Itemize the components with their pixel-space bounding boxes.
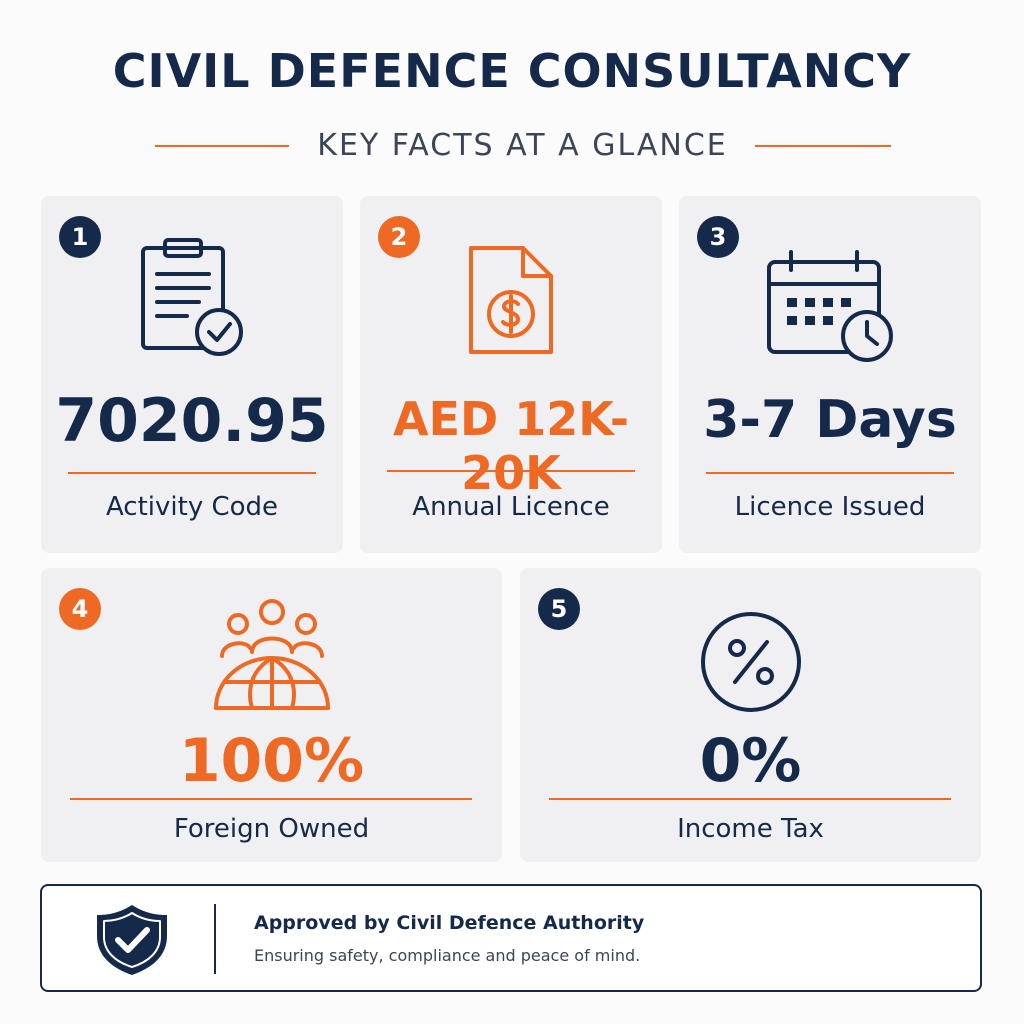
fact-card-foreign-owned: 4 100% Foreign Owned — [41, 568, 502, 862]
shield-check-icon — [92, 902, 172, 983]
footer-text: Ensuring safety, compliance and peace of… — [254, 946, 641, 965]
fact-value: 3-7 Days — [703, 390, 957, 450]
footer-divider — [214, 904, 216, 974]
footer-heading: Approved by Civil Defence Authority — [254, 912, 645, 934]
fact-number-badge: 5 — [538, 588, 580, 630]
fact-label: Income Tax — [677, 814, 824, 844]
fact-value: 7020.95 — [55, 386, 329, 456]
fact-card-annual-licence: 2 AED 12K-20K Annual Licence — [360, 196, 662, 553]
fact-number-badge: 1 — [59, 216, 101, 258]
fact-divider — [68, 472, 316, 474]
fact-value: 100% — [178, 726, 365, 796]
fact-divider — [549, 798, 951, 800]
fact-divider — [70, 798, 472, 800]
fact-card-income-tax: 5 0% Income Tax — [520, 568, 981, 862]
fact-number-badge: 3 — [697, 216, 739, 258]
fact-number-badge: 4 — [59, 588, 101, 630]
fact-label: Activity Code — [105, 492, 279, 522]
approval-banner: Approved by Civil Defence Authority Ensu… — [40, 884, 982, 992]
subtitle-row: KEY FACTS AT A GLANCE — [0, 126, 1024, 166]
page-title: CIVIL DEFENCE CONSULTANCY — [112, 44, 912, 98]
percent-circle-icon — [699, 610, 803, 719]
fact-number-badge: 2 — [378, 216, 420, 258]
fact-label: Licence Issued — [734, 492, 926, 522]
subtitle-divider-left — [155, 145, 289, 147]
calendar-clock-icon — [765, 248, 895, 371]
fact-label: Annual Licence — [412, 492, 610, 522]
fact-value: 0% — [699, 726, 802, 796]
fact-card-licence-issued: 3 3-7 Days Licence Issued — [679, 196, 981, 553]
document-dollar-icon — [463, 244, 559, 361]
fact-label: Foreign Owned — [173, 814, 370, 844]
page-subtitle: KEY FACTS AT A GLANCE — [317, 128, 728, 163]
people-globe-icon — [212, 598, 332, 715]
fact-divider — [387, 470, 635, 472]
fact-card-activity-code: 1 7020.95 Activity Code — [41, 196, 343, 553]
subtitle-divider-right — [755, 145, 891, 147]
fact-divider — [706, 472, 954, 474]
fact-value: AED 12K-20K — [393, 392, 629, 500]
clipboard-check-icon — [137, 236, 247, 361]
